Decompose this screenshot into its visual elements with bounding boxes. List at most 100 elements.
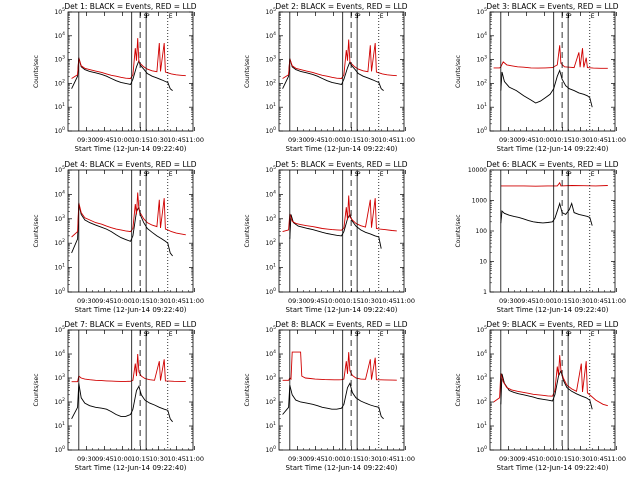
marker-label: E	[169, 171, 173, 178]
x-tick-label: 10:15	[553, 297, 572, 305]
y-tick-label: 105	[54, 165, 65, 174]
chart-title: Det 8: BLACK = Events, RED = LLD	[275, 320, 407, 329]
x-tick-label: 10:45	[167, 455, 186, 463]
detector-panel-3: Det 3: BLACK = Events, RED = LLD Counts/s…	[455, 2, 626, 153]
x-tick-label: 10:00	[324, 297, 343, 305]
y-tick-label: 10	[479, 259, 487, 266]
y-tick-label: 100	[54, 126, 65, 135]
y-tick-label: 103	[265, 55, 276, 64]
y-tick-label: 105	[265, 325, 276, 334]
y-tick-label: 101	[476, 102, 487, 111]
detector-panel-8: Det 8: BLACK = Events, RED = LLD Counts/s…	[244, 320, 415, 472]
detector-panel-1: Det 1: BLACK = Events, RED = LLD Counts/s…	[33, 2, 204, 153]
y-tick-label: 102	[265, 238, 276, 247]
marker-label: P	[568, 331, 572, 338]
plot-frame	[67, 329, 194, 451]
marker-label: P	[146, 171, 150, 178]
x-tick-label: 10:30	[571, 297, 590, 305]
lld-series-line	[282, 351, 397, 381]
events-series-line	[282, 382, 384, 420]
lld-series-line	[493, 45, 608, 69]
x-tick-label: 11:00	[607, 297, 626, 305]
x-tick-label: 09:30	[77, 136, 96, 144]
x-tick-label: 10:30	[149, 136, 168, 144]
plot-frame	[278, 169, 405, 293]
x-tick-label: 10:00	[535, 455, 554, 463]
y-tick-label: 100	[476, 228, 488, 235]
y-tick-label: 102	[54, 78, 65, 87]
marker-label: S	[144, 13, 148, 20]
events-series-line	[71, 383, 173, 423]
marker-label: S	[355, 331, 359, 338]
y-tick-label: 105	[476, 7, 487, 16]
detector-panel-4: Det 4: BLACK = Events, RED = LLD Counts/s…	[33, 160, 204, 314]
x-tick-label: 09:45	[306, 136, 325, 144]
chart-title: Det 9: BLACK = Events, RED = LLD	[486, 320, 618, 329]
x-axis-label: Start Time (12-Jun-14 09:22:40)	[75, 464, 187, 472]
lld-series-line	[493, 355, 608, 407]
y-tick-label: 102	[265, 397, 276, 406]
x-tick-label: 10:30	[360, 136, 379, 144]
x-tick-label: 10:45	[589, 297, 608, 305]
x-tick-label: 10:45	[378, 136, 397, 144]
x-tick-label: 09:30	[77, 297, 96, 305]
chart-title: Det 6: BLACK = Events, RED = LLD	[486, 160, 618, 169]
x-tick-label: 10:00	[324, 455, 343, 463]
x-tick-label: 09:30	[288, 136, 307, 144]
y-tick-label: 104	[476, 349, 487, 358]
marker-label: S	[566, 171, 570, 178]
y-axis-label: Counts/sec	[455, 214, 462, 247]
y-tick-label: 102	[476, 397, 487, 406]
y-tick-label: 101	[265, 421, 276, 430]
plot-frame	[67, 169, 194, 293]
x-tick-label: 10:15	[553, 455, 572, 463]
y-tick-label: 105	[265, 165, 276, 174]
lld-series-line	[500, 181, 608, 187]
y-axis-label: Counts/sec	[244, 373, 251, 406]
x-tick-label: 10:45	[167, 136, 186, 144]
x-tick-label: 10:45	[378, 297, 397, 305]
x-tick-label: 11:00	[185, 455, 204, 463]
chart-title: Det 1: BLACK = Events, RED = LLD	[64, 2, 196, 11]
events-series-line	[500, 69, 593, 108]
y-tick-label: 100	[265, 126, 276, 135]
x-axis-label: Start Time (12-Jun-14 09:22:40)	[75, 145, 187, 153]
events-series-line	[500, 369, 593, 410]
x-tick-label: 09:45	[95, 455, 114, 463]
y-tick-label: 105	[265, 7, 276, 16]
marker-label: E	[380, 13, 384, 20]
plot-frame	[489, 329, 616, 451]
marker-label: P	[568, 13, 572, 20]
x-tick-label: 10:15	[131, 136, 150, 144]
y-tick-label: 100	[476, 445, 487, 454]
marker-label: P	[146, 331, 150, 338]
x-tick-label: 09:30	[499, 136, 518, 144]
y-tick-label: 104	[54, 189, 65, 198]
marker-label: P	[568, 171, 572, 178]
y-tick-label: 101	[54, 263, 65, 272]
marker-label: E	[169, 13, 173, 20]
x-tick-label: 10:30	[149, 455, 168, 463]
marker-label: S	[355, 13, 359, 20]
plot-frame	[489, 11, 616, 132]
x-tick-label: 09:45	[306, 297, 325, 305]
y-tick-label: 103	[476, 373, 487, 382]
x-axis-label: Start Time (12-Jun-14 09:22:40)	[286, 306, 398, 314]
y-tick-label: 100	[54, 287, 65, 296]
marker-label: E	[591, 13, 595, 20]
y-axis-label: Counts/sec	[455, 55, 462, 88]
y-tick-label: 103	[265, 373, 276, 382]
marker-label: P	[146, 13, 150, 20]
y-tick-label: 102	[265, 78, 276, 87]
events-series-line	[289, 213, 382, 249]
marker-label: E	[591, 171, 595, 178]
y-tick-label: 104	[265, 31, 276, 40]
y-tick-label: 100	[476, 126, 487, 135]
x-axis-label: Start Time (12-Jun-14 09:22:40)	[286, 464, 398, 472]
detector-panel-5: Det 5: BLACK = Events, RED = LLD Counts/s…	[244, 160, 415, 314]
detector-panel-6: Det 6: BLACK = Events, RED = LLD Counts/s…	[455, 160, 626, 314]
y-tick-label: 100	[54, 445, 65, 454]
y-axis-label: Counts/sec	[33, 55, 40, 88]
lld-series-line	[282, 39, 397, 79]
marker-label: S	[566, 331, 570, 338]
